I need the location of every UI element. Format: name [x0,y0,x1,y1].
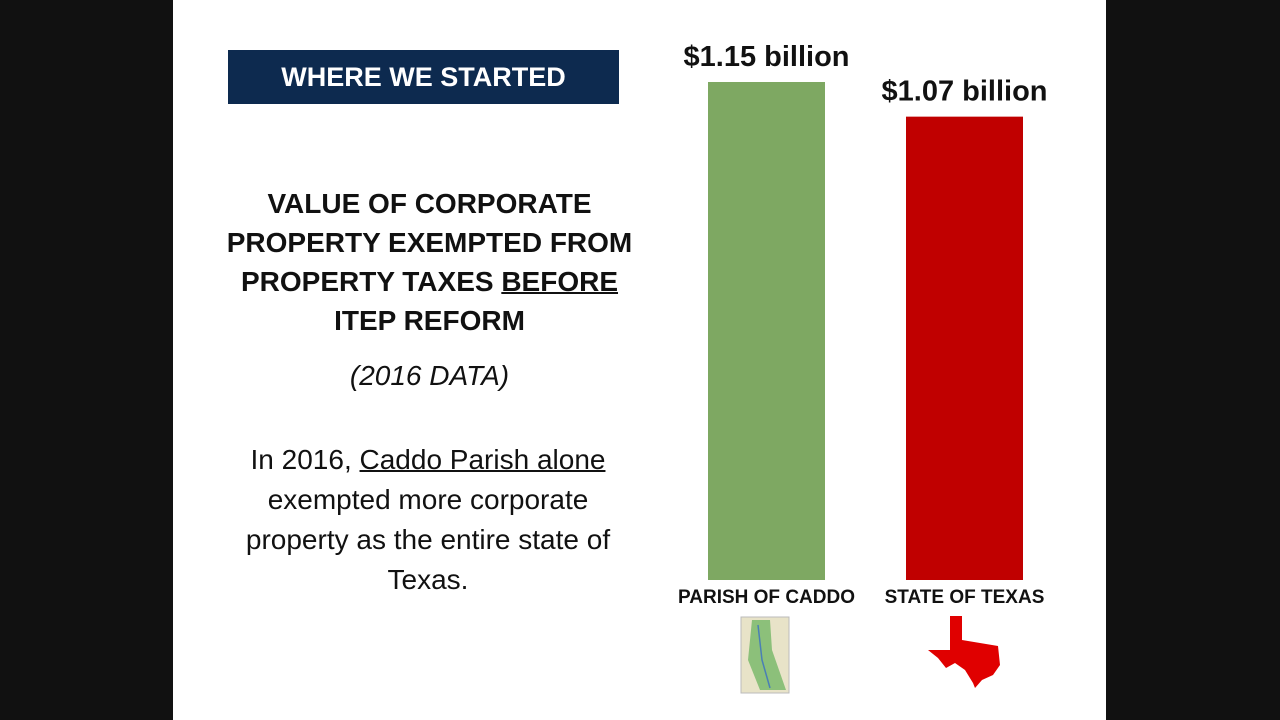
paragraph-underlined: Caddo Parish alone [359,444,606,475]
heading: VALUE OF CORPORATE PROPERTY EXEMPTED FRO… [213,184,646,340]
heading-text: VALUE OF CORPORATE PROPERTY EXEMPTED FRO… [226,188,633,297]
value-label: $1.15 billion [684,41,850,73]
texas-icon [928,616,1000,688]
value-label: $1.07 billion [882,76,1048,108]
category-label: STATE OF TEXAS [885,587,1045,608]
paragraph-start: In 2016, [250,444,352,475]
paragraph: In 2016, Caddo Parish alone exempted mor… [228,440,628,600]
heading-underlined: BEFORE [501,266,619,297]
category-label: PARISH OF CADDO [678,587,855,608]
bar [906,116,1023,580]
paragraph-end: exempted more corporate property as the … [245,484,611,595]
note: (2016 DATA) [349,360,510,391]
bar [708,82,825,580]
heading-rest: ITEP REFORM [334,305,525,336]
caddo-map-icon [740,616,790,694]
banner: WHERE WE STARTED [228,50,619,104]
